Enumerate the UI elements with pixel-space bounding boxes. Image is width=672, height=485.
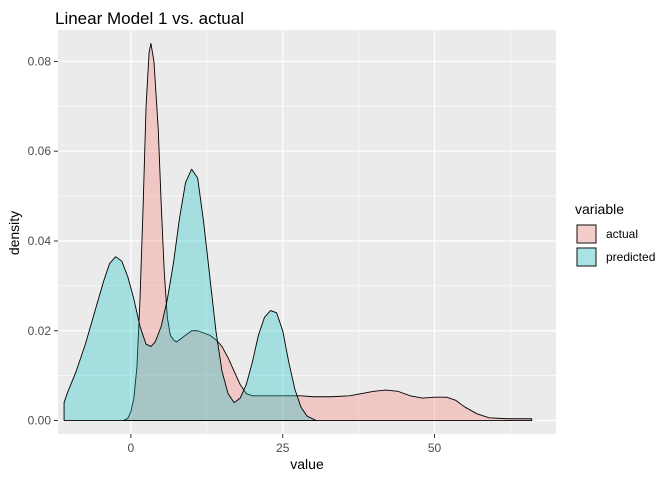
legend-label-actual: actual [606, 227, 638, 241]
y-tick-label: 0.04 [28, 234, 52, 248]
legend-key-background [576, 224, 597, 244]
density-area-actual [123, 43, 533, 421]
legend-items: actual predicted [576, 224, 655, 267]
y-tick-label: 0.08 [28, 54, 52, 68]
y-tick-label: 0.00 [28, 414, 52, 428]
legend-key-predicted [576, 247, 597, 267]
x-axis-label: value [290, 456, 324, 472]
y-tick-label: 0.06 [28, 144, 52, 158]
legend-label-predicted: predicted [606, 250, 655, 264]
chart-title: Linear Model 1 vs. actual [55, 9, 244, 28]
grid-lines [54, 30, 556, 434]
plot-panel [58, 30, 556, 434]
x-tick-label: 25 [276, 441, 290, 455]
x-tick-label: 0 [128, 441, 135, 455]
y-tick-label: 0.02 [28, 324, 52, 338]
y-axis-label: density [6, 211, 22, 255]
legend-title: variable [575, 201, 624, 217]
legend: variable actual predicted [575, 201, 655, 267]
x-tick-label: 50 [428, 441, 442, 455]
density-curves [63, 43, 533, 421]
density-area-predicted [63, 168, 317, 421]
axes: 0 25 50 0.00 0.02 0.04 0.06 0.08 [28, 54, 442, 455]
legend-key-actual [576, 224, 597, 244]
legend-key-background [576, 247, 597, 267]
